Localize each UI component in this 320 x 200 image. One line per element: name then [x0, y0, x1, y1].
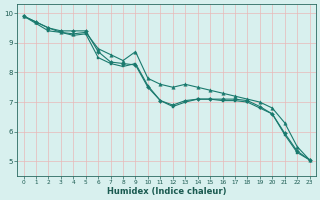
- X-axis label: Humidex (Indice chaleur): Humidex (Indice chaleur): [107, 187, 226, 196]
